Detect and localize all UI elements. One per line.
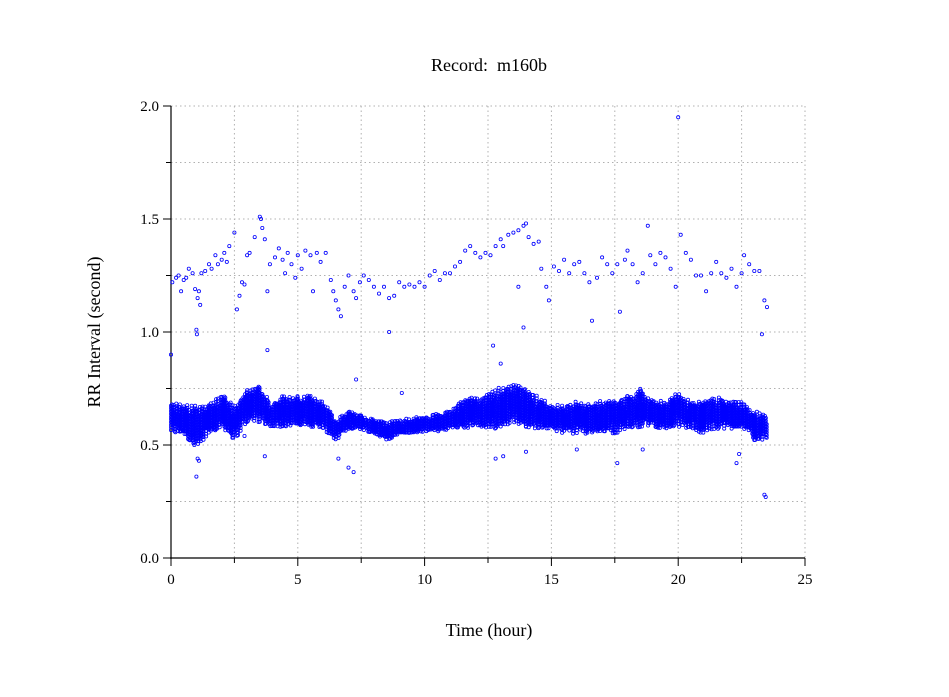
band-point (284, 397, 289, 402)
band-point (257, 385, 262, 390)
band-point (193, 403, 198, 408)
band-point (308, 393, 313, 398)
band-point (336, 435, 341, 440)
band-point (295, 395, 300, 400)
band-point (266, 400, 271, 405)
band-point (298, 398, 303, 403)
band-point (194, 438, 199, 443)
data-points (168, 115, 770, 499)
band-point (252, 416, 257, 421)
band-point (264, 394, 269, 399)
band-point (174, 401, 179, 406)
band-point (201, 434, 206, 439)
band-point (228, 400, 233, 405)
band-point (318, 402, 323, 407)
band-point (288, 423, 293, 428)
band-point (249, 416, 254, 421)
band-point (302, 422, 307, 427)
band-point (185, 403, 190, 408)
band-point (201, 437, 206, 442)
band-point (325, 405, 330, 410)
band-point (318, 399, 323, 404)
band-point (245, 418, 250, 423)
band-point (249, 413, 254, 418)
band-point (238, 428, 243, 433)
band-point (359, 413, 364, 418)
band-point (329, 413, 334, 418)
band-point (188, 435, 193, 440)
band-point (177, 402, 182, 407)
band-point (238, 425, 243, 430)
band-point (204, 434, 209, 439)
band-point (228, 408, 233, 413)
band-point (298, 401, 303, 406)
band-point (249, 411, 254, 416)
band-point (311, 424, 316, 429)
band-point (287, 395, 292, 400)
grid (171, 105, 806, 558)
band-point (337, 432, 342, 437)
band-point (252, 418, 257, 423)
band-point (228, 405, 233, 410)
band-point (298, 423, 303, 428)
band-point (283, 424, 288, 429)
band-point (231, 435, 236, 440)
band-point (319, 399, 324, 404)
band-point (257, 419, 262, 424)
band-point (217, 425, 222, 430)
band-point (281, 394, 286, 399)
band-point (169, 402, 174, 407)
band-point (272, 424, 277, 429)
band-point (257, 388, 262, 393)
band-point (256, 384, 261, 389)
band-point (283, 421, 288, 426)
band-point (312, 396, 317, 401)
band-point (196, 441, 201, 446)
band-point (355, 413, 360, 418)
band-point (361, 427, 366, 432)
band-point (280, 394, 285, 399)
band-point (329, 415, 334, 420)
band-point (201, 432, 206, 437)
band-point (238, 423, 243, 428)
band-point (235, 433, 240, 438)
band-point (192, 442, 197, 447)
band-point (315, 399, 320, 404)
axes (163, 105, 806, 566)
band-point (263, 421, 268, 426)
band-point (341, 428, 346, 433)
band-point (228, 403, 233, 408)
band-point (200, 404, 205, 409)
band-point (223, 395, 228, 400)
